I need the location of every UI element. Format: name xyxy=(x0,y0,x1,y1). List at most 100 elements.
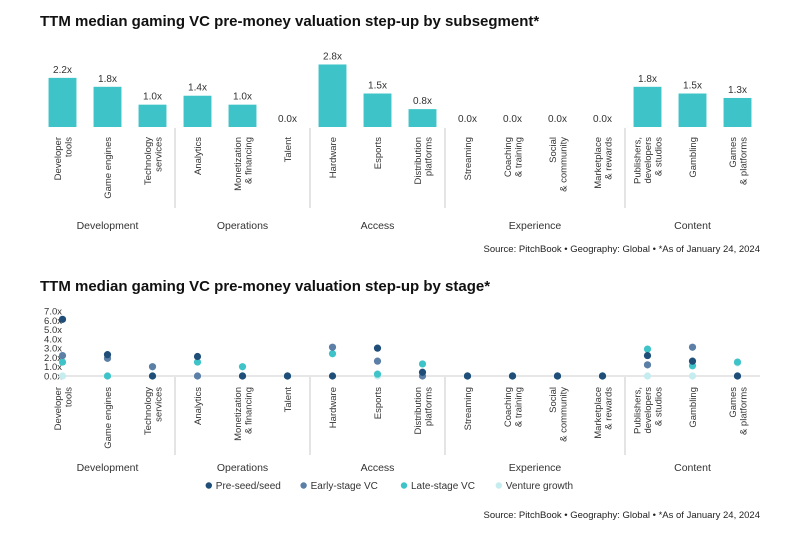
scatter-category-label-analytics: Analytics xyxy=(193,387,204,425)
dot-pre-seed-seed-marketplace-rewards xyxy=(598,372,607,380)
bar-category-label-esports: Esports xyxy=(373,137,384,169)
dot-late-stage-vc-analytics xyxy=(193,358,202,366)
bar-category-label-streaming: Streaming xyxy=(463,137,474,180)
legend-marker-late-stage-vc xyxy=(400,482,408,489)
scatter-category-label-games-platforms: Games& platforms xyxy=(728,387,750,435)
scatter-category-label-distribution-platforms: Distributionplatforms xyxy=(413,387,435,435)
group-label-access: Access xyxy=(361,220,395,232)
legend-label-pre-seed-seed: Pre-seed/seed xyxy=(216,481,281,492)
dot-late-stage-vc-hardware xyxy=(328,350,337,358)
bar-category-label-technology-services: Technologyservices xyxy=(143,137,165,185)
bar-value-label-monetization-financing: 1.0x xyxy=(233,92,252,103)
dot-pre-seed-seed-gambling xyxy=(688,357,697,365)
bar-value-label-distribution-platforms: 0.8x xyxy=(413,96,432,107)
dot-late-stage-vc-publishers-developers-studios xyxy=(643,345,652,353)
legend-marker-pre-seed-seed xyxy=(205,482,212,489)
dot-pre-seed-seed-streaming xyxy=(463,372,472,380)
dot-late-stage-vc-games-platforms xyxy=(733,358,742,366)
y-tick-label: 4.0x xyxy=(44,334,62,345)
dot-pre-seed-seed-hardware xyxy=(328,372,337,380)
bar-value-label-marketplace-rewards: 0.0x xyxy=(593,114,612,125)
dot-pre-seed-seed-technology-services xyxy=(148,372,157,380)
bar-hardware xyxy=(318,64,347,127)
dot-pre-seed-seed-game-engines xyxy=(103,351,112,359)
bar-technology-services xyxy=(138,104,167,127)
bar-games-platforms xyxy=(723,97,752,127)
dot-early-stage-vc-gambling xyxy=(688,343,697,351)
scatter-category-label-coaching-training: Coaching& training xyxy=(503,387,525,427)
bar-category-label-monetization-financing: Monetization& financing xyxy=(233,137,255,191)
scatter-chart-source: Source: PitchBook • Geography: Global • … xyxy=(483,510,760,521)
dot-pre-seed-seed-distribution-platforms xyxy=(418,368,427,376)
y-tick-label: 2.0x xyxy=(44,353,62,364)
bar-esports xyxy=(363,93,392,127)
bar-value-label-games-platforms: 1.3x xyxy=(728,85,747,96)
scatter-chart-title: TTM median gaming VC pre-money valuation… xyxy=(40,278,491,295)
group-label-development: Development xyxy=(77,462,139,474)
bar-game-engines xyxy=(93,86,122,127)
bar-publishers-developers-studios xyxy=(633,86,662,127)
group-label-content: Content xyxy=(674,462,711,474)
bar-monetization-financing xyxy=(228,104,257,127)
scatter-category-label-esports: Esports xyxy=(373,387,384,419)
legend-label-early-stage-vc: Early-stage VC xyxy=(311,481,378,492)
dot-pre-seed-seed-analytics xyxy=(193,352,202,361)
legend-marker-venture-growth xyxy=(495,482,502,489)
dot-late-stage-vc-game-engines xyxy=(103,372,112,380)
dot-early-stage-vc-hardware xyxy=(328,343,337,351)
dot-early-stage-vc-developer-tools xyxy=(58,351,67,360)
legend-label-late-stage-vc: Late-stage VC xyxy=(411,481,475,492)
dot-pre-seed-seed-monetization-financing xyxy=(238,372,247,380)
scatter-category-label-streaming: Streaming xyxy=(463,387,474,430)
dot-late-stage-vc-esports xyxy=(373,370,382,378)
bar-value-label-analytics: 1.4x xyxy=(188,83,207,94)
bar-analytics xyxy=(183,95,212,127)
bar-category-label-talent: Talent xyxy=(283,137,294,163)
group-label-operations: Operations xyxy=(217,462,268,474)
y-tick-label: 5.0x xyxy=(44,325,62,336)
dot-early-stage-vc-technology-services xyxy=(148,363,157,371)
dot-venture-growth-gambling xyxy=(688,372,697,380)
bar-value-label-publishers-developers-studios: 1.8x xyxy=(638,74,657,85)
dot-late-stage-vc-developer-tools xyxy=(58,358,67,366)
dot-late-stage-vc-distribution-platforms xyxy=(418,360,427,368)
dot-early-stage-vc-esports xyxy=(373,357,382,365)
scatter-category-label-marketplace-rewards: Marketplace& rewards xyxy=(593,387,615,439)
y-tick-label: 1.0x xyxy=(44,362,62,373)
group-label-content: Content xyxy=(674,220,711,232)
dot-pre-seed-seed-talent xyxy=(283,372,292,380)
bar-category-label-social-community: Social& community xyxy=(548,137,570,192)
dot-pre-seed-seed-developer-tools xyxy=(58,315,67,323)
y-tick-label: 3.0x xyxy=(44,344,62,355)
scatter-category-label-social-community: Social& community xyxy=(548,387,570,442)
bar-gambling xyxy=(678,93,707,127)
scatter-category-label-hardware: Hardware xyxy=(328,387,339,428)
scatter-category-label-monetization-financing: Monetization& financing xyxy=(233,387,255,441)
y-tick-label: 7.0x xyxy=(44,307,62,318)
scatter-category-label-game-engines: Game engines xyxy=(103,387,114,449)
bar-category-label-coaching-training: Coaching& training xyxy=(503,137,525,177)
dot-venture-growth-publishers-developers-studios xyxy=(643,372,652,380)
group-label-development: Development xyxy=(77,220,139,232)
bar-developer-tools xyxy=(48,77,77,127)
bar-value-label-talent: 0.0x xyxy=(278,114,297,125)
dot-venture-growth-developer-tools xyxy=(58,372,67,380)
bar-category-label-game-engines: Game engines xyxy=(103,137,114,199)
bar-value-label-hardware: 2.8x xyxy=(323,51,342,62)
bar-category-label-analytics: Analytics xyxy=(193,137,204,175)
group-label-access: Access xyxy=(361,462,395,474)
scatter-category-label-talent: Talent xyxy=(283,387,294,413)
dot-pre-seed-seed-esports xyxy=(373,344,382,352)
bar-value-label-esports: 1.5x xyxy=(368,81,387,92)
dot-early-stage-vc-analytics xyxy=(193,372,202,380)
bar-category-label-marketplace-rewards: Marketplace& rewards xyxy=(593,137,615,189)
bar-value-label-gambling: 1.5x xyxy=(683,81,702,92)
dot-pre-seed-seed-games-platforms xyxy=(733,372,742,380)
scatter-category-label-gambling: Gambling xyxy=(688,387,699,428)
legend-label-venture-growth: Venture growth xyxy=(506,481,573,492)
scatter-category-label-technology-services: Technologyservices xyxy=(143,387,165,435)
bar-value-label-streaming: 0.0x xyxy=(458,114,477,125)
bar-category-label-hardware: Hardware xyxy=(328,137,339,178)
dot-pre-seed-seed-coaching-training xyxy=(508,372,517,380)
